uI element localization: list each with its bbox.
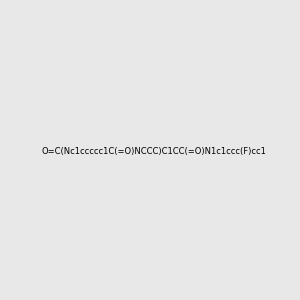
Text: O=C(Nc1ccccc1C(=O)NCCC)C1CC(=O)N1c1ccc(F)cc1: O=C(Nc1ccccc1C(=O)NCCC)C1CC(=O)N1c1ccc(F… [41, 147, 266, 156]
